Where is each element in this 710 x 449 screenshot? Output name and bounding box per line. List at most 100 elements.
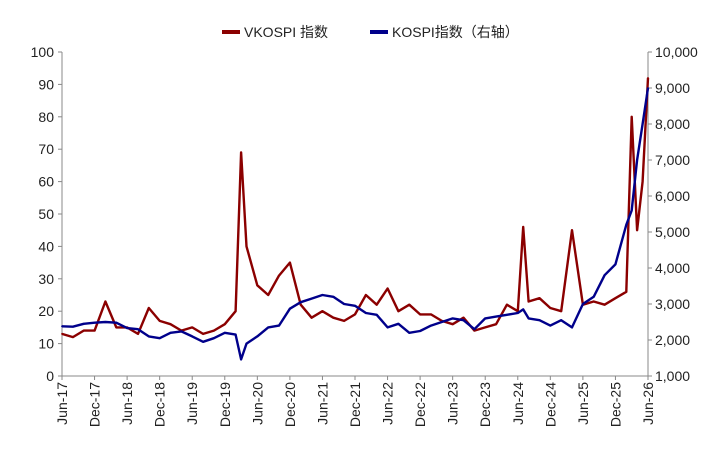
data-point-vkospi bbox=[614, 297, 617, 300]
data-point-vkospi bbox=[549, 307, 552, 309]
data-point-vkospi bbox=[592, 300, 595, 303]
legend-label-vkospi: VKOSPI 指数 bbox=[244, 24, 328, 40]
x-tick-label: Jun-18 bbox=[119, 382, 135, 425]
y-left-tick-label: 70 bbox=[38, 141, 54, 157]
data-point-vkospi bbox=[137, 333, 139, 335]
data-point-vkospi bbox=[408, 303, 411, 306]
y-left-tick-label: 80 bbox=[38, 109, 54, 125]
data-point-vkospi bbox=[354, 313, 356, 316]
data-point-kospi bbox=[267, 326, 270, 329]
data-point-kospi bbox=[538, 319, 541, 322]
data-point-kospi bbox=[202, 340, 205, 343]
data-point-vkospi bbox=[527, 300, 530, 303]
data-point-kospi bbox=[61, 325, 63, 328]
data-point-vkospi bbox=[560, 310, 563, 313]
data-point-kospi bbox=[419, 330, 421, 332]
data-point-vkospi bbox=[240, 151, 243, 154]
data-point-vkospi bbox=[625, 290, 628, 293]
y-right-tick-label: 2,000 bbox=[655, 332, 690, 348]
data-point-vkospi bbox=[571, 229, 573, 232]
series-line-vkospi bbox=[61, 77, 650, 339]
data-point-kospi bbox=[375, 313, 378, 316]
data-point-kospi bbox=[213, 337, 215, 340]
data-point-kospi bbox=[430, 324, 432, 327]
data-point-vkospi bbox=[647, 77, 649, 79]
data-point-kospi bbox=[234, 333, 237, 336]
data-point-vkospi bbox=[365, 294, 367, 296]
x-tick-label: Jun-24 bbox=[510, 382, 526, 425]
data-point-vkospi bbox=[299, 303, 302, 306]
data-point-vkospi bbox=[93, 329, 96, 332]
data-point-kospi bbox=[169, 331, 172, 334]
data-point-kospi bbox=[343, 303, 345, 305]
axes: 0 10 20 30 40 50 60 70 80 90 100 1,000 2,000 3,000 4,0… bbox=[31, 44, 698, 427]
data-point-kospi bbox=[630, 209, 633, 212]
data-point-vkospi bbox=[191, 326, 194, 329]
data-point-vkospi bbox=[82, 329, 85, 332]
data-point-kospi bbox=[522, 308, 525, 311]
data-point-kospi bbox=[560, 319, 563, 322]
data-point-vkospi bbox=[495, 323, 497, 326]
data-point-kospi bbox=[354, 304, 356, 307]
data-point-vkospi bbox=[245, 245, 248, 248]
data-point-kospi bbox=[495, 315, 497, 318]
data-point-kospi bbox=[310, 297, 313, 300]
data-point-kospi bbox=[647, 87, 649, 89]
data-point-vkospi bbox=[397, 310, 400, 313]
x-tick-label: Dec-20 bbox=[282, 382, 298, 427]
x-tick-label: Jun-20 bbox=[249, 382, 265, 425]
data-point-kospi bbox=[549, 324, 552, 327]
x-tick-label: Dec-19 bbox=[217, 382, 233, 427]
data-point-vkospi bbox=[603, 303, 606, 306]
x-tick-label: Jun-21 bbox=[314, 382, 330, 425]
y-right-tick-label: 10,000 bbox=[655, 44, 698, 60]
data-point-vkospi bbox=[147, 307, 150, 309]
data-point-vkospi bbox=[332, 316, 335, 319]
data-point-kospi bbox=[408, 331, 411, 334]
data-point-vkospi bbox=[538, 297, 541, 300]
x-tick-label: Jun-26 bbox=[640, 382, 656, 425]
x-tick-label: Dec-21 bbox=[347, 382, 363, 427]
y-right-tick-label: 9,000 bbox=[655, 80, 690, 96]
data-point-kospi bbox=[299, 301, 302, 304]
x-tick-label: Jun-17 bbox=[54, 382, 70, 425]
y-left-tick-label: 0 bbox=[46, 368, 54, 384]
data-point-vkospi bbox=[202, 333, 205, 335]
data-point-kospi bbox=[462, 319, 465, 322]
x-tick-label: Dec-24 bbox=[542, 382, 558, 427]
data-point-kospi bbox=[289, 307, 291, 310]
data-point-vkospi bbox=[213, 329, 215, 332]
y-left-tick-label: 60 bbox=[38, 174, 54, 190]
data-point-kospi bbox=[440, 321, 443, 323]
data-point-vkospi bbox=[506, 303, 508, 306]
data-point-kospi bbox=[82, 322, 85, 325]
data-point-vkospi bbox=[343, 320, 345, 322]
data-point-vkospi bbox=[72, 336, 74, 338]
data-point-kospi bbox=[636, 159, 638, 161]
data-point-kospi bbox=[516, 312, 519, 314]
data-point-kospi bbox=[191, 335, 194, 338]
data-point-kospi bbox=[147, 335, 150, 338]
data-point-kospi bbox=[126, 327, 128, 329]
data-point-kospi bbox=[365, 312, 367, 314]
data-point-vkospi bbox=[451, 323, 454, 326]
data-point-kospi bbox=[256, 335, 259, 338]
data-point-vkospi bbox=[386, 287, 389, 290]
y-right-tick-label: 5,000 bbox=[655, 224, 690, 240]
y-right-tick-label: 3,000 bbox=[655, 296, 690, 312]
data-point-kospi bbox=[115, 321, 118, 324]
data-point-kospi bbox=[104, 321, 107, 323]
data-point-vkospi bbox=[462, 316, 465, 319]
data-point-vkospi bbox=[419, 313, 421, 316]
x-tick-label: Dec-17 bbox=[87, 382, 103, 427]
data-point-kospi bbox=[614, 263, 617, 266]
data-point-kospi bbox=[473, 328, 476, 331]
y-left-tick-label: 30 bbox=[38, 271, 54, 287]
data-point-kospi bbox=[386, 326, 389, 329]
data-point-vkospi bbox=[158, 320, 161, 322]
data-point-kospi bbox=[158, 337, 161, 340]
y-left-tick-label: 40 bbox=[38, 238, 54, 254]
y-left-tick-label: 100 bbox=[31, 44, 55, 60]
data-point-kospi bbox=[240, 358, 243, 361]
